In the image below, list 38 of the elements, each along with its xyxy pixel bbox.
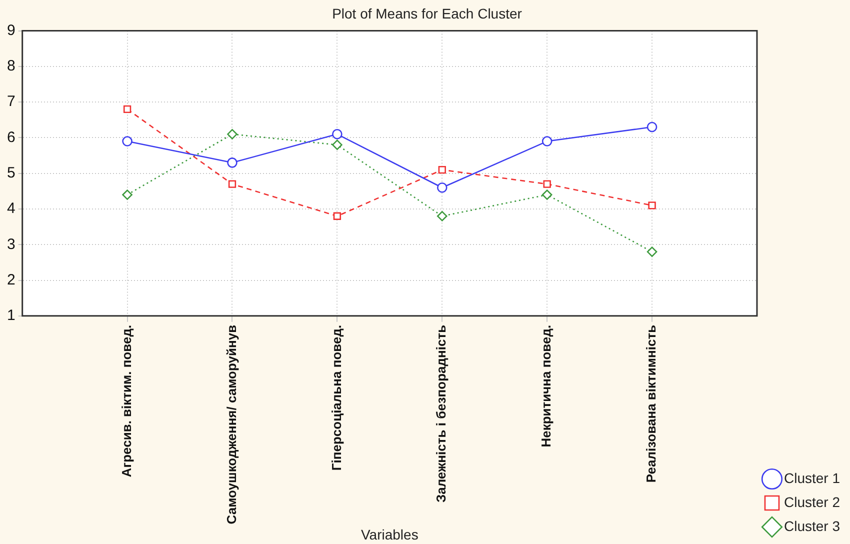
- point: [228, 180, 236, 188]
- y-tick-label: 3: [7, 236, 16, 253]
- point: [122, 190, 132, 200]
- x-tick-label: Самоушкодження/ саморуйнув: [224, 324, 239, 524]
- legend-label: Cluster 3: [784, 518, 840, 534]
- y-tick-label: 7: [7, 93, 16, 110]
- x-tick-label: Реалізована віктимність: [644, 324, 659, 483]
- point: [227, 129, 238, 140]
- point: [543, 180, 551, 188]
- point: [648, 202, 656, 210]
- point: [438, 166, 446, 174]
- legend-label: Cluster 1: [784, 470, 840, 486]
- x-tick-label: Агресив. віктим. повед.: [118, 324, 134, 478]
- y-tick-label: 9: [7, 22, 16, 39]
- point: [436, 182, 448, 193]
- x-tick-label: Гіперсоціальна повед.: [328, 324, 344, 471]
- x-axis-title: Variables: [360, 526, 418, 542]
- y-tick-label: 6: [7, 128, 16, 146]
- y-tick-label: 8: [7, 58, 16, 75]
- point: [646, 122, 658, 132]
- chart-title: Plot of Means for Each Cluster: [332, 5, 522, 22]
- point: [122, 136, 132, 146]
- point: [332, 140, 342, 150]
- point: [646, 246, 658, 257]
- y-tick-label: 1: [7, 307, 16, 324]
- y-tick-label: 5: [7, 164, 16, 182]
- point: [542, 136, 552, 146]
- y-tick-label: 2: [7, 271, 16, 288]
- x-tick-label: Залежність і безпорадність: [434, 324, 449, 503]
- point: [542, 190, 552, 200]
- point: [436, 210, 448, 222]
- point: [332, 129, 342, 140]
- point: [123, 105, 132, 114]
- point: [333, 212, 342, 220]
- point: [227, 158, 238, 168]
- legend-label: Cluster 2: [784, 494, 840, 510]
- y-tick-label: 4: [7, 200, 16, 218]
- x-tick-label: Некритична повед.: [538, 324, 554, 448]
